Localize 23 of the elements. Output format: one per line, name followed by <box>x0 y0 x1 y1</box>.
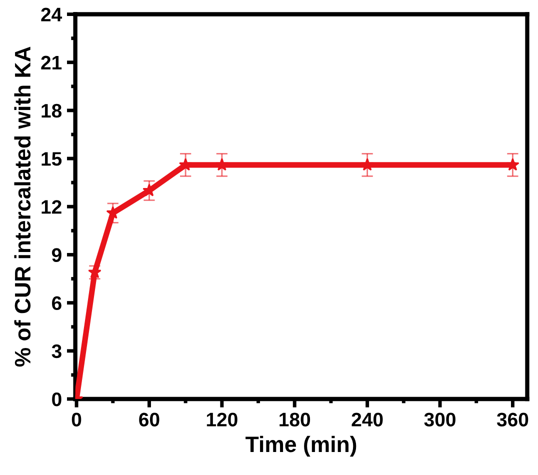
y-tick-label: 9 <box>52 248 62 262</box>
y-tick-label: 18 <box>42 104 62 118</box>
y-tick-label: 6 <box>52 296 62 310</box>
y-tick-label: 15 <box>42 152 62 166</box>
point <box>142 184 156 196</box>
x-tick-label: 120 <box>206 412 238 426</box>
x-tick-label: 60 <box>139 412 160 426</box>
x-tick-label: 0 <box>72 412 82 426</box>
point <box>506 158 520 171</box>
point <box>215 158 229 171</box>
x-tick-label: 180 <box>280 412 310 426</box>
x-tick-label: 360 <box>496 412 528 427</box>
y-axis-title: % of CUR intercalated with KA <box>14 46 31 367</box>
x-axis-title: Time (min) <box>246 436 356 457</box>
x-tick-label: 240 <box>352 412 383 426</box>
y-tick-label: 3 <box>52 344 62 358</box>
y-tick-label: 12 <box>42 200 62 214</box>
point <box>178 158 192 171</box>
y-tick-label: 21 <box>41 56 62 70</box>
y-tick-label: 24 <box>41 8 62 22</box>
point <box>360 158 374 171</box>
x-tick-label: 300 <box>424 412 456 427</box>
y-tick-label: 0 <box>52 392 62 406</box>
